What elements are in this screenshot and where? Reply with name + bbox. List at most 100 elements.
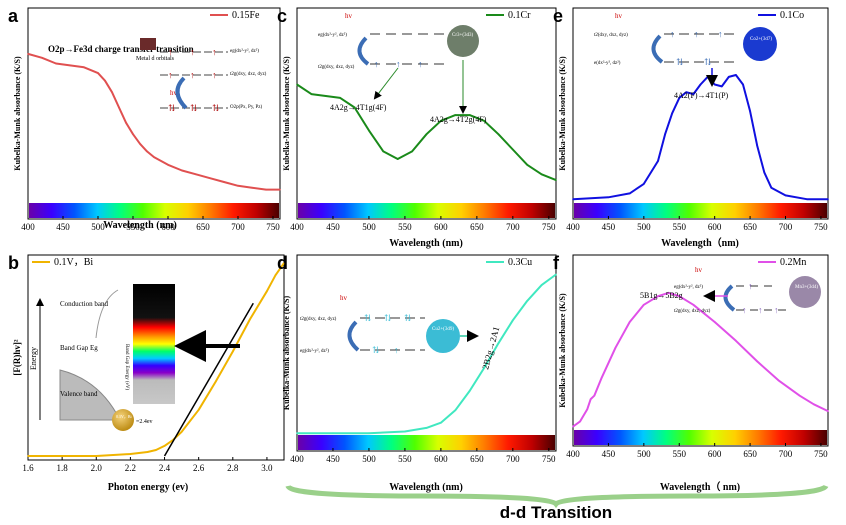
x-tick-label: 400 — [566, 222, 580, 232]
x-tick-label: 750 — [814, 449, 828, 459]
spin-arrow: ↑ — [418, 59, 423, 69]
data-point — [69, 64, 71, 67]
annotation-e: e(dx²-y², dz²) — [594, 60, 621, 66]
data-point — [692, 304, 695, 306]
x-tick-label: 500 — [91, 222, 105, 232]
spin-arrow: ↑ — [190, 70, 195, 80]
x-tick-label: 400 — [566, 449, 580, 459]
data-point — [643, 183, 645, 185]
data-point — [41, 56, 43, 59]
data-point — [600, 377, 603, 380]
spin-arrow: ⇅ — [676, 57, 684, 67]
x-tick-label: 500 — [362, 454, 376, 464]
data-point — [735, 340, 737, 342]
x-tick-label: 2.2 — [125, 463, 136, 473]
spin-arrow: ↑ — [670, 29, 675, 39]
dd-transition-label: d-d Transition — [500, 503, 612, 522]
spin-arrow: ↑ — [212, 70, 217, 80]
plot-frame — [296, 7, 557, 220]
data-point — [411, 150, 413, 153]
y-axis-label: Kubelka-Munk absorbance (K/S) — [558, 293, 567, 408]
wavelength-color-bar — [574, 203, 827, 218]
data-point — [512, 148, 514, 151]
x-tick-label: 2.0 — [91, 463, 103, 473]
annotation-hv: hv — [340, 294, 348, 302]
x-axis-label: Wavelength (nm) — [389, 482, 463, 493]
spin-arrow: ⇅ — [372, 345, 380, 355]
data-point — [440, 421, 442, 424]
x-tick-label: 450 — [602, 449, 616, 459]
panel-e: 400 450 500 550 600 650 700 750 Wavelength（nm) Ku… — [553, 6, 829, 249]
data-point — [572, 425, 574, 428]
spin-arrow: ↑ — [758, 305, 763, 315]
series-line-f — [572, 291, 829, 428]
sample-photo — [426, 319, 460, 353]
data-point — [339, 97, 341, 99]
data-point — [283, 262, 285, 264]
data-point — [555, 179, 557, 181]
spin-arrow: ↑ — [168, 70, 173, 80]
wavelength-color-bar — [298, 435, 555, 450]
data-point — [706, 76, 709, 78]
spin-arrow: ⇅ — [364, 313, 372, 323]
data-point — [27, 455, 29, 457]
data-point — [83, 66, 85, 69]
x-tick-label: 400 — [21, 222, 35, 232]
data-point — [274, 274, 277, 276]
data-point — [353, 106, 356, 109]
x-tick-label: 450 — [326, 454, 340, 464]
spin-arrow: ⇅ — [704, 57, 712, 67]
x-tick-label: 600 — [434, 454, 448, 464]
data-point — [95, 455, 98, 457]
data-point — [586, 408, 588, 411]
x-tick-label: 600 — [161, 222, 175, 232]
data-point — [667, 292, 670, 294]
wavelength-color-bar — [29, 203, 279, 218]
data-point — [181, 169, 183, 172]
x-tick-label: 550 — [398, 454, 412, 464]
legend-label: 0.3Cu — [508, 257, 532, 268]
data-point — [129, 453, 132, 455]
annotation-ion: Cu2+(3d9) — [432, 327, 454, 332]
data-point — [454, 409, 457, 412]
conduction-band-curve — [95, 289, 119, 339]
sample-photo — [789, 276, 821, 308]
panel-c: 400 450 500 550 600 650 700 750 Wavelength (nm) K… — [277, 6, 557, 249]
data-point — [382, 150, 385, 153]
legend-label: 0.1Cr — [508, 10, 531, 21]
spin-arrow: ⇅ — [190, 103, 198, 113]
x-axis-label: Wavelength (nm) — [103, 220, 177, 231]
annotation-t2g: t2g(dxy, dxz, dyz) — [230, 72, 267, 77]
spin-arrow: ↑ — [190, 47, 195, 57]
annotation-energy: Energy — [29, 347, 38, 370]
x-axis-label: Wavelength (nm) — [389, 238, 463, 249]
data-point — [784, 194, 787, 197]
x-tick-label: 750 — [814, 222, 828, 232]
panel-letter: f — [553, 253, 560, 273]
data-point — [593, 394, 596, 397]
annotation-scale: Band Gap Energy (eV) — [124, 344, 129, 390]
x-axis-label: Wavelength（ nm) — [660, 480, 740, 493]
data-point — [27, 53, 29, 55]
annotation-band: 2B2g→2A1 — [480, 325, 501, 370]
panel-letter: c — [277, 6, 287, 26]
annotation-ion: Co2+(3d7) — [750, 37, 772, 42]
data-point — [155, 449, 157, 451]
data-point — [279, 188, 281, 191]
data-point — [813, 403, 815, 406]
x-tick-label: 500 — [362, 222, 376, 232]
x-tick-label: 750 — [542, 222, 556, 232]
x-axis-label: Wavelength（nm) — [661, 236, 739, 249]
transition-arrow — [723, 284, 736, 312]
data-point — [671, 112, 673, 114]
data-point — [251, 186, 253, 189]
spin-arrow: ↑ — [374, 59, 379, 69]
data-point — [735, 74, 737, 76]
x-tick-label: 750 — [266, 222, 280, 232]
y-axis-label: [F(R)hv]² — [12, 339, 22, 375]
y-axis-label: Kubelka-Munk absorbance (K/S) — [282, 56, 291, 171]
data-point — [657, 295, 659, 298]
spin-arrow: ⇅ — [384, 313, 392, 323]
x-tick-label: 650 — [470, 222, 484, 232]
data-point — [163, 445, 166, 447]
